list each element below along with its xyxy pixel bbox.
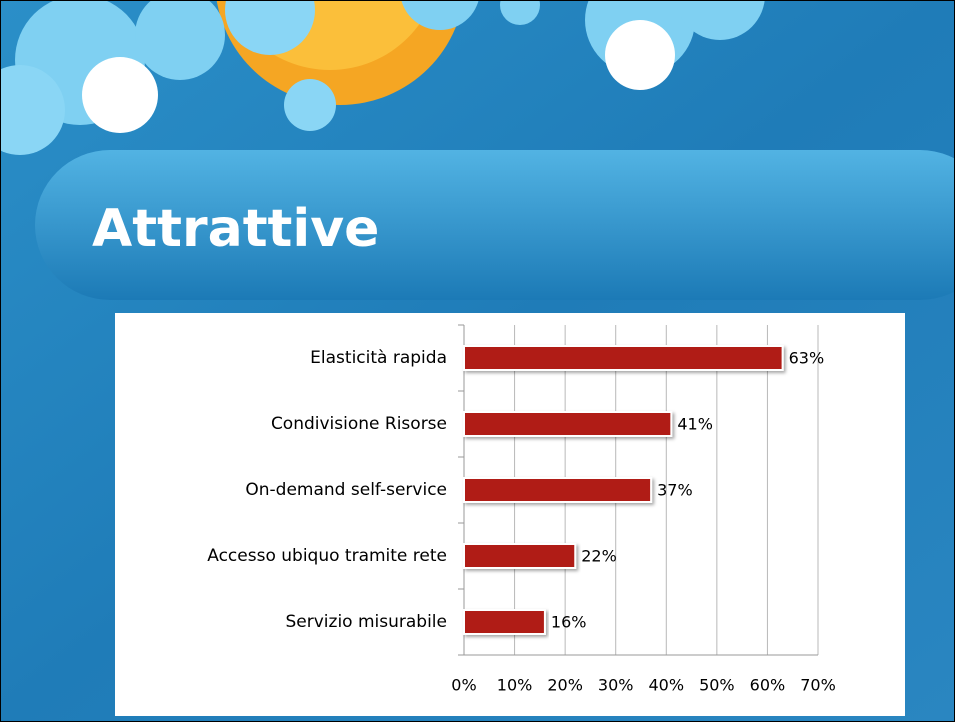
value-label: 16%	[551, 613, 587, 632]
x-tick-label: 60%	[750, 676, 786, 695]
category-label: Elasticità rapida	[310, 348, 447, 368]
bar	[464, 478, 651, 502]
chart: Attrattive 0% 10% 20% 30% 40% 50% 60% 70% Elasti…	[0, 0, 955, 722]
category-label: On-demand self-service	[245, 480, 447, 500]
bar	[464, 610, 545, 634]
value-label: 41%	[677, 415, 713, 434]
chart-title: Attrattive	[92, 199, 379, 259]
category-label: Condivisione Risorse	[271, 414, 447, 434]
x-tick-label: 20%	[547, 676, 583, 695]
x-tick-label: 30%	[598, 676, 634, 695]
value-label: 63%	[789, 349, 825, 368]
slide: Attrattive 0% 10% 20% 30% 40% 50% 60% 70% Elasti…	[0, 0, 955, 722]
value-label: 22%	[581, 547, 617, 566]
x-tick-label: 10%	[497, 676, 533, 695]
x-tick-label: 50%	[699, 676, 735, 695]
bar	[464, 544, 575, 568]
chart-panel	[115, 313, 905, 716]
bar	[464, 346, 783, 370]
x-tick-label: 0%	[451, 676, 476, 695]
value-label: 37%	[657, 481, 693, 500]
x-tick-label: 40%	[649, 676, 685, 695]
category-label: Accesso ubiquo tramite rete	[207, 546, 447, 566]
category-label: Servizio misurabile	[286, 612, 448, 632]
bar	[464, 412, 671, 436]
x-tick-label: 70%	[800, 676, 836, 695]
